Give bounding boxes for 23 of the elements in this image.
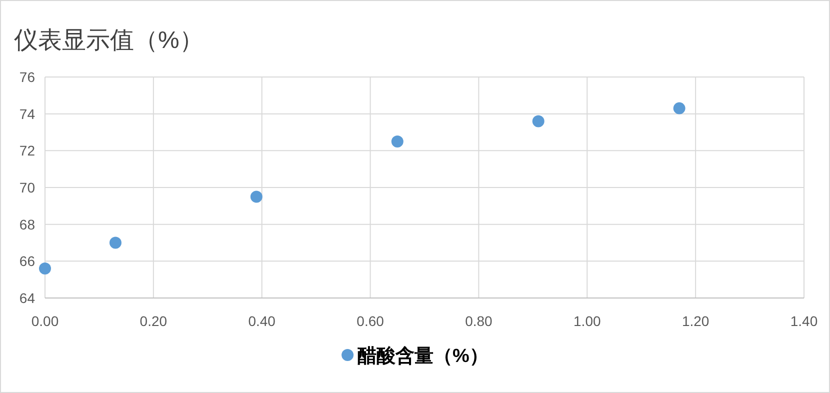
x-tick-label: 0.40 <box>248 313 276 329</box>
point <box>39 262 51 275</box>
y-tick-label: 74 <box>19 106 36 122</box>
y-tick-label: 70 <box>19 180 36 196</box>
y-tick-label: 76 <box>19 69 36 85</box>
x-tick-label: 1.20 <box>682 313 710 329</box>
legend-label: 醋酸含量（%） <box>358 345 488 367</box>
chart-title: 仪表显示值（%） <box>14 27 204 54</box>
point <box>109 236 122 249</box>
point <box>250 190 262 203</box>
x-tick-label: 1.00 <box>574 313 601 329</box>
x-tick-label: 0.00 <box>31 313 59 329</box>
y-tick-label: 72 <box>19 142 36 159</box>
point <box>673 102 686 114</box>
x-tick-label: 0.20 <box>140 313 168 329</box>
x-tick-label: 0.80 <box>465 313 493 329</box>
x-tick-label: 1.40 <box>790 313 818 329</box>
y-tick-label: 68 <box>19 216 36 232</box>
point <box>532 115 544 128</box>
y-tick-label: 66 <box>19 253 36 270</box>
y-tick-label: 64 <box>19 290 36 306</box>
x-tick-label: 0.60 <box>356 313 384 329</box>
point <box>391 135 404 148</box>
